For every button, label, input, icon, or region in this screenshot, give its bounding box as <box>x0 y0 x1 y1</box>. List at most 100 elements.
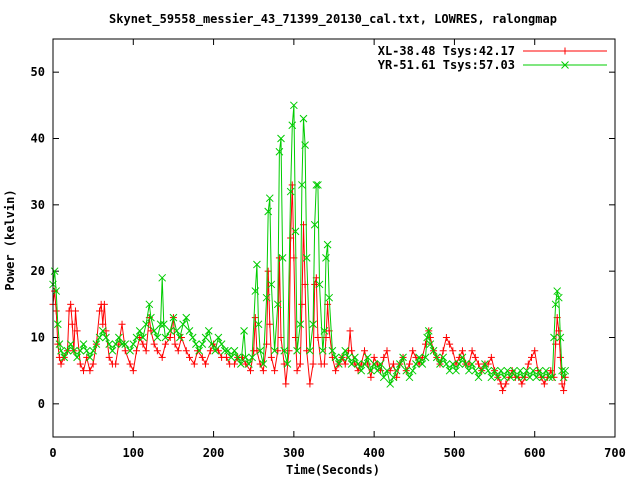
x-tick-label-3: 300 <box>283 446 305 460</box>
data-point-1-40 <box>166 327 175 335</box>
data-point-1-102 <box>323 240 332 249</box>
data-point-0-25 <box>105 353 113 361</box>
data-point-1-156 <box>490 366 499 375</box>
data-point-0-86 <box>296 360 304 368</box>
data-point-1-165 <box>519 373 528 382</box>
data-point-1-89 <box>298 181 306 189</box>
data-point-1-169 <box>532 373 541 382</box>
data-point-0-93 <box>311 280 319 288</box>
data-point-0-14 <box>76 360 84 368</box>
data-point-0-27 <box>112 360 120 368</box>
data-point-0-15 <box>80 367 88 375</box>
data-point-1-159 <box>500 373 509 382</box>
data-point-1-81 <box>280 346 289 355</box>
data-point-0-151 <box>484 360 492 368</box>
data-point-0-175 <box>555 327 563 335</box>
y-axis-label: Power (kelvin) <box>3 189 17 290</box>
data-point-1-93 <box>306 346 314 355</box>
data-point-1-65 <box>245 360 253 368</box>
data-point-0-114 <box>367 373 375 381</box>
data-point-1-27 <box>129 340 138 348</box>
data-point-1-135 <box>424 327 433 335</box>
data-point-1-153 <box>481 360 489 368</box>
data-point-0-102 <box>332 367 340 375</box>
data-point-1-134 <box>423 333 431 342</box>
data-point-0-107 <box>346 327 354 335</box>
data-point-0-157 <box>502 380 510 388</box>
data-point-1-29 <box>135 327 144 335</box>
data-point-0-48 <box>182 347 190 355</box>
data-point-1-45 <box>182 313 191 322</box>
data-point-0-3 <box>54 340 62 348</box>
data-point-1-118 <box>373 366 382 375</box>
data-point-1-17 <box>95 333 104 342</box>
y-tick-label-2: 20 <box>31 264 45 278</box>
data-point-1-175 <box>550 333 558 342</box>
data-point-0-30 <box>121 347 129 355</box>
series-yr <box>49 101 570 388</box>
data-point-1-85 <box>290 101 298 110</box>
data-point-0-5 <box>57 360 65 368</box>
data-point-1-87 <box>293 346 301 355</box>
data-point-0-87 <box>298 300 306 308</box>
x-tick-label-0: 0 <box>49 446 56 460</box>
data-point-0-10 <box>68 320 76 328</box>
data-point-1-91 <box>301 141 309 149</box>
data-point-1-126 <box>399 353 407 362</box>
data-point-1-158 <box>497 366 505 375</box>
data-point-1-151 <box>474 373 483 382</box>
data-point-0-64 <box>247 367 255 375</box>
data-point-0-156 <box>499 387 507 395</box>
data-point-1-34 <box>150 327 159 335</box>
data-point-1-178 <box>554 293 563 302</box>
data-point-1-97 <box>314 181 322 189</box>
data-point-0-140 <box>449 347 457 355</box>
data-point-1-42 <box>172 327 181 335</box>
data-point-0-120 <box>386 367 394 375</box>
data-point-0-43 <box>166 334 174 341</box>
data-point-1-164 <box>516 366 525 375</box>
data-point-1-38 <box>159 320 168 329</box>
data-point-1-120 <box>379 373 388 382</box>
series-xl <box>49 181 569 395</box>
data-point-1-76 <box>270 346 279 355</box>
data-point-0-41 <box>158 353 166 361</box>
data-point-1-129 <box>408 366 417 375</box>
data-point-1-24 <box>118 340 126 348</box>
data-point-0-77 <box>277 334 285 341</box>
data-point-0-13 <box>73 327 81 335</box>
data-point-0-73 <box>267 353 275 361</box>
legend-label-0: XL-38.48 Tsys:42.17 <box>378 44 515 58</box>
data-point-0-45 <box>171 340 179 348</box>
data-point-0-152 <box>487 353 495 361</box>
data-point-0-128 <box>412 353 420 361</box>
data-point-0-22 <box>99 320 107 328</box>
data-point-0-24 <box>102 327 110 335</box>
data-point-1-78 <box>275 147 284 156</box>
data-point-1-180 <box>558 366 566 375</box>
data-point-1-64 <box>241 353 250 362</box>
data-point-0-84 <box>291 334 299 341</box>
data-point-1-121 <box>383 366 391 375</box>
y-tick-label-0: 0 <box>38 397 45 411</box>
data-point-1-96 <box>312 181 321 189</box>
data-point-1-39 <box>161 333 170 342</box>
data-point-0-53 <box>202 360 210 368</box>
data-point-1-142 <box>445 366 454 375</box>
data-point-1-109 <box>344 353 353 362</box>
data-point-0-109 <box>351 360 359 368</box>
data-point-0-179 <box>561 373 569 381</box>
data-point-0-110 <box>354 367 362 375</box>
data-point-1-140 <box>439 353 448 362</box>
data-point-0-31 <box>126 360 134 368</box>
data-point-1-41 <box>169 313 178 322</box>
data-point-1-26 <box>126 346 134 355</box>
axis-ticks <box>52 39 616 437</box>
data-point-1-32 <box>145 300 154 309</box>
data-point-1-22 <box>111 340 120 348</box>
data-point-0-9 <box>67 300 75 308</box>
data-point-0-28 <box>115 340 123 348</box>
x-tick-label-5: 500 <box>444 446 466 460</box>
data-point-1-83 <box>286 187 295 196</box>
data-point-1-148 <box>465 366 473 375</box>
